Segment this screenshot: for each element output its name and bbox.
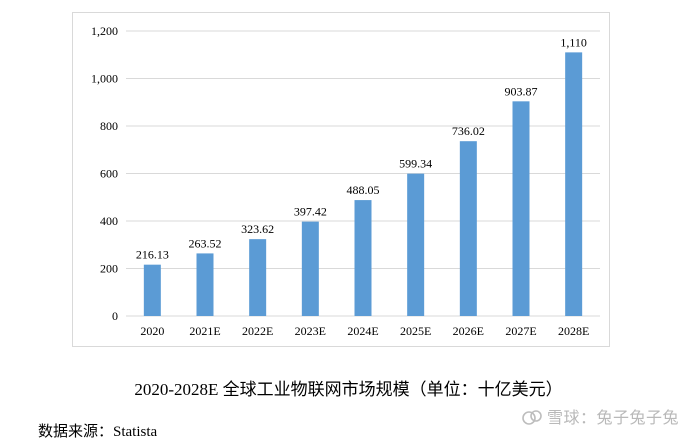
x-tick-label: 2025E xyxy=(400,324,431,338)
x-tick-label: 2020 xyxy=(140,324,164,338)
bar xyxy=(565,52,583,316)
data-label: 1,110 xyxy=(560,35,587,49)
bar xyxy=(301,221,319,316)
data-label: 397.42 xyxy=(294,205,327,219)
chart-caption: 2020-2028E 全球工业物联网市场规模（单位：十亿美元） xyxy=(134,380,563,399)
x-tick-label: 2028E xyxy=(558,324,589,338)
data-label: 323.62 xyxy=(241,222,274,236)
x-tick-label: 2026E xyxy=(453,324,484,338)
y-tick-label: 0 xyxy=(112,309,118,323)
snowball-logo-icon xyxy=(522,410,542,425)
x-tick-label: 2024E xyxy=(347,324,378,338)
data-label: 216.13 xyxy=(136,248,169,262)
y-tick-label: 1,000 xyxy=(91,72,118,86)
y-tick-label: 400 xyxy=(100,214,118,228)
x-tick-label: 2023E xyxy=(295,324,326,338)
watermark: 雪球：兔子兔子兔 xyxy=(521,404,679,428)
y-tick-label: 1,200 xyxy=(91,24,118,38)
bar xyxy=(249,239,267,316)
x-tick-label: 2021E xyxy=(189,324,220,338)
data-label: 263.52 xyxy=(189,236,222,250)
bar xyxy=(143,264,161,316)
bar xyxy=(354,200,372,316)
chart-frame: 0 200 400 600 800 1,000 1,200 216.13 2020 263.52 2… xyxy=(72,12,610,347)
data-source: 数据来源：Statista xyxy=(38,424,158,440)
data-label: 599.34 xyxy=(399,157,432,171)
bar xyxy=(196,253,214,316)
y-tick-label: 200 xyxy=(100,262,118,276)
watermark-text: 雪球：兔子兔子兔 xyxy=(546,408,679,427)
bar xyxy=(459,141,477,316)
data-label: 736.02 xyxy=(452,124,485,138)
bar xyxy=(407,173,425,316)
x-tick-label: 2027E xyxy=(505,324,536,338)
data-label: 903.87 xyxy=(505,84,538,98)
bar xyxy=(512,101,530,316)
data-label: 488.05 xyxy=(347,183,380,197)
y-tick-label: 600 xyxy=(100,167,118,181)
x-tick-label: 2022E xyxy=(242,324,273,338)
bar-chart: 0 200 400 600 800 1,000 1,200 216.13 2020 263.52 2… xyxy=(91,24,600,338)
y-tick-label: 800 xyxy=(100,119,118,133)
